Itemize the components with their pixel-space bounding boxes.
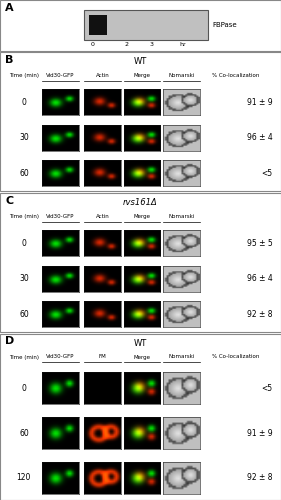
Text: 91 ± 9: 91 ± 9 (247, 428, 273, 438)
Text: 60: 60 (19, 428, 29, 438)
Bar (84, 10, 208, 40)
Text: 60: 60 (19, 169, 29, 178)
Text: 0: 0 (91, 42, 95, 47)
Text: Vid30-GFP: Vid30-GFP (46, 214, 75, 219)
Text: Actin: Actin (96, 214, 109, 219)
Text: Nomarski: Nomarski (168, 73, 194, 78)
Text: B: B (5, 55, 13, 65)
Text: 92 ± 8: 92 ± 8 (247, 310, 273, 319)
Bar (89, 15, 107, 35)
Text: 30: 30 (19, 134, 29, 142)
Text: 92 ± 8: 92 ± 8 (247, 473, 273, 482)
Text: FM: FM (99, 354, 106, 360)
Text: 0: 0 (21, 384, 26, 393)
Text: Merge: Merge (133, 214, 150, 219)
Text: WT: WT (134, 338, 147, 347)
Text: <5: <5 (261, 169, 273, 178)
Text: D: D (5, 336, 14, 346)
Text: Time (min): Time (min) (9, 214, 39, 219)
Text: <5: <5 (261, 384, 273, 393)
Text: 30: 30 (19, 274, 29, 283)
Text: Vid30-GFP: Vid30-GFP (46, 73, 75, 78)
Text: Time (min): Time (min) (9, 73, 39, 78)
Text: 96 ± 4: 96 ± 4 (247, 274, 273, 283)
Bar (0, 52, 281, 191)
Text: 0: 0 (21, 98, 26, 107)
Text: hr: hr (179, 42, 186, 47)
Bar (0, 0, 281, 51)
Text: rvs161Δ: rvs161Δ (123, 198, 158, 207)
Text: Nomarski: Nomarski (168, 354, 194, 360)
Text: Nomarski: Nomarski (168, 214, 194, 219)
Text: WT: WT (134, 57, 147, 66)
Text: FBPase: FBPase (212, 22, 237, 28)
Text: 120: 120 (17, 473, 31, 482)
Text: 2: 2 (124, 42, 128, 47)
Text: 3: 3 (150, 42, 154, 47)
Bar (0, 334, 281, 500)
Text: Vid30-GFP: Vid30-GFP (46, 354, 75, 360)
Text: C: C (5, 196, 13, 206)
Text: Merge: Merge (133, 354, 150, 360)
Text: 91 ± 9: 91 ± 9 (247, 98, 273, 107)
Text: A: A (5, 3, 14, 13)
Text: Time (min): Time (min) (9, 354, 39, 360)
Text: Merge: Merge (133, 73, 150, 78)
Text: Actin: Actin (96, 73, 109, 78)
Text: 95 ± 5: 95 ± 5 (247, 238, 273, 248)
Text: % Co-localization: % Co-localization (212, 354, 260, 360)
Text: 60: 60 (19, 310, 29, 319)
Text: 0: 0 (21, 238, 26, 248)
Text: 96 ± 4: 96 ± 4 (247, 134, 273, 142)
Bar (0, 193, 281, 332)
Text: % Co-localization: % Co-localization (212, 73, 260, 78)
